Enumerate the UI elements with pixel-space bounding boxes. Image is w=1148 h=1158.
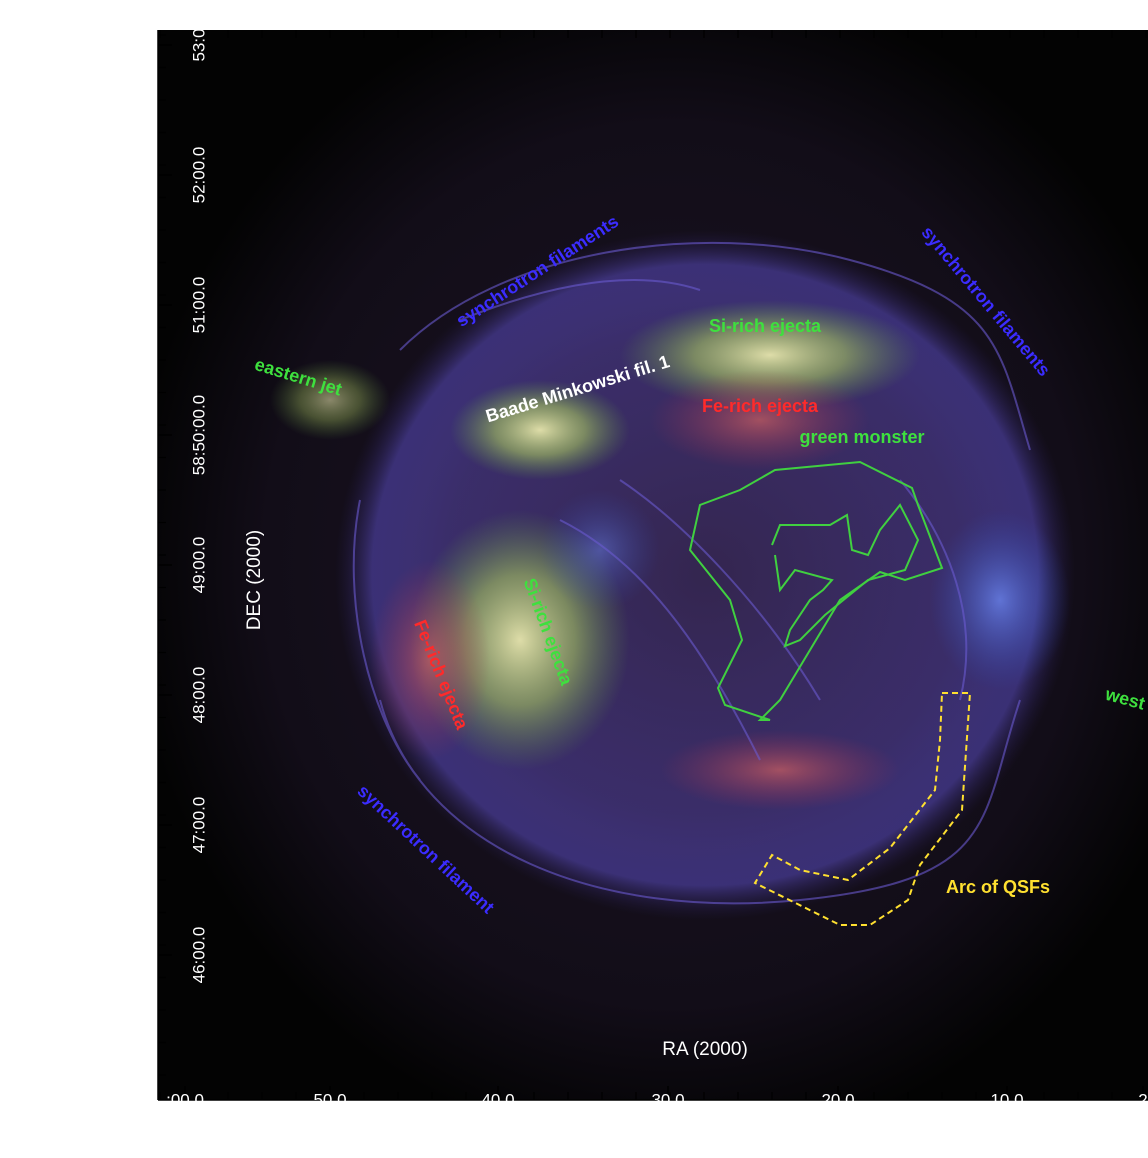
y-tick-label: 58:50:00.0 (189, 395, 208, 475)
annotation: green monster (799, 427, 924, 447)
x-tick-label: 20.0 (821, 1090, 854, 1109)
y-tick-label: 52:00.0 (189, 147, 208, 204)
x-tick-label: 2 (1138, 1090, 1147, 1109)
x-tick-label: 50.0 (313, 1090, 346, 1109)
y-tick-label: 51:00.0 (189, 277, 208, 334)
y-tick-label: 49:00.0 (189, 537, 208, 594)
y-tick-label: 46:00.0 (189, 927, 208, 984)
y-axis-title: DEC (2000) (244, 530, 265, 630)
x-tick-label: 40.0 (481, 1090, 514, 1109)
y-tick-label: 48:00.0 (189, 667, 208, 724)
filaments (352, 241, 1031, 905)
annotation: Arc of QSFs (946, 877, 1050, 897)
x-tick-label: :00.0 (166, 1090, 204, 1109)
annotation: Fe-rich ejecta (702, 396, 819, 416)
image-area: synchrotron filaments synchrotron filamen… (158, 30, 1148, 1100)
green-monster-contour (688, 460, 944, 721)
x-tick-label: 10.0 (990, 1090, 1023, 1109)
y-tick-label: 47:00.0 (189, 797, 208, 854)
y-tick-label: 53:0 (189, 28, 208, 61)
annotation: Si-rich ejecta (709, 316, 822, 336)
ticks: 53:0 52:00.0 51:00.0 58:50:00.0 49:00.0 48:00… (158, 28, 1148, 1109)
qsf-arc-contour (753, 692, 972, 926)
x-axis-title: RA (2000) (662, 1039, 748, 1060)
x-tick-label: 30.0 (651, 1090, 684, 1109)
